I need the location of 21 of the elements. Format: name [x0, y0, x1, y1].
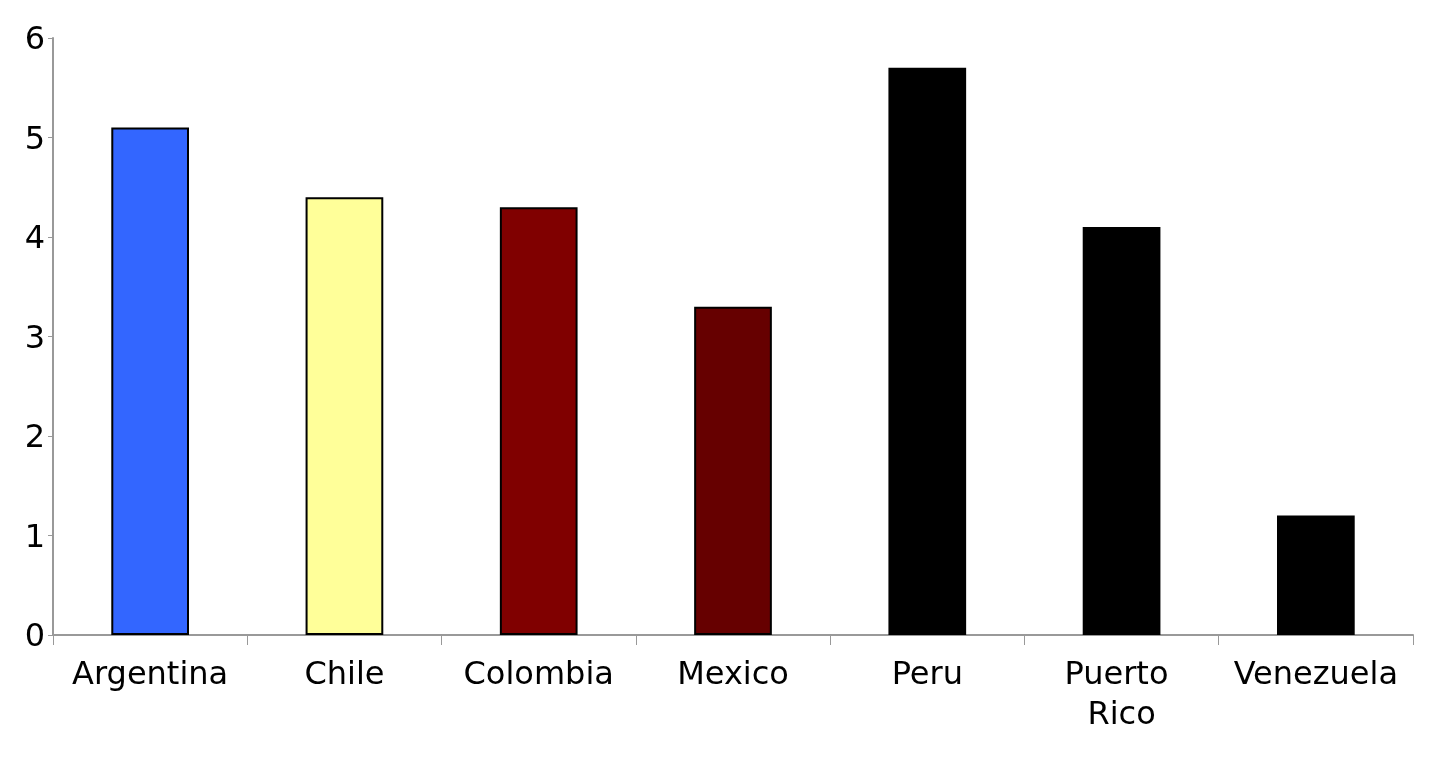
y-tick-label: 3: [24, 317, 45, 356]
y-tick-label: 4: [24, 218, 45, 256]
bar: [111, 127, 189, 635]
y-tick-label: 0: [24, 616, 45, 654]
x-tick-label: Argentina: [72, 654, 229, 692]
y-tick-label: 6: [24, 19, 45, 57]
y-tick-label: 5: [24, 118, 45, 157]
bar: [888, 67, 967, 635]
x-tick-label: Peru: [891, 654, 963, 692]
bar: [1082, 227, 1161, 635]
bar: [499, 207, 578, 635]
y-tick-label: 2: [24, 417, 45, 455]
x-tick-label: Puerto Rico: [1064, 654, 1179, 732]
bar: [694, 306, 772, 635]
bar: [1277, 515, 1355, 635]
x-tick-label: Venezuela: [1233, 654, 1399, 692]
bar: [305, 197, 384, 635]
x-tick-label: Mexico: [677, 654, 789, 692]
x-tick-label: Chile: [304, 654, 385, 692]
x-tick-label: Colombia: [463, 654, 614, 692]
y-tick-label: 1: [24, 516, 45, 555]
